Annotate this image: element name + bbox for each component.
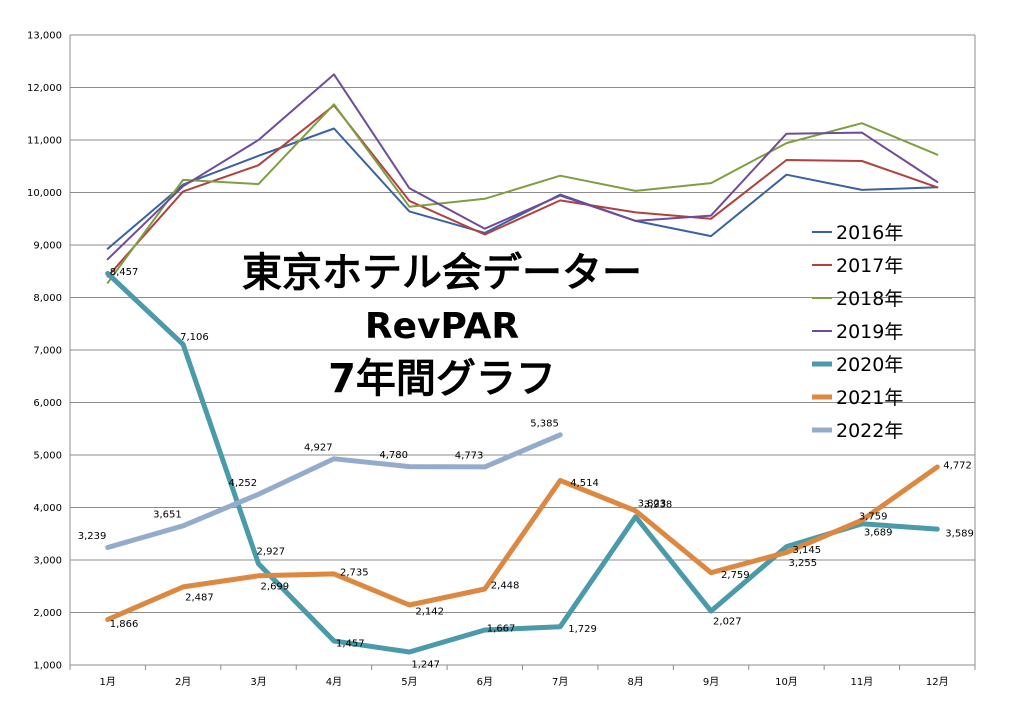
y-tick-label: 13,000 [27,31,62,42]
y-tick-label: 11,000 [27,136,62,147]
legend-label-2017年: 2017年 [836,255,903,277]
data-label-2021年: 3,145 [792,545,821,556]
data-label-2021年: 2,735 [340,567,369,578]
data-label-2022年: 4,773 [455,450,484,461]
data-label-2020年: 3,823 [638,498,667,509]
data-label-2022年: 3,651 [153,509,182,520]
gridlines [70,34,975,666]
y-tick-label: 6,000 [33,398,62,409]
data-label-2022年: 5,385 [530,418,559,429]
data-label-2022年: 3,239 [78,531,107,542]
x-tick-label: 11月 [851,676,874,688]
legend: 2016年 2017年 2018年 2019年 2020年 2021年 2022年 [812,222,903,442]
data-label-2021年: 2,142 [415,607,444,618]
data-label-2022年: 4,927 [304,442,333,453]
data-label-2022年: 4,252 [229,478,258,489]
axes: 1,000 2,000 3,000 4,000 5,000 6,000 7,000 8,000… [27,31,976,688]
data-label-2020年: 3,255 [788,558,817,569]
y-tick-label: 3,000 [33,556,62,567]
x-tick-label: 2月 [175,676,191,688]
title-line-1: 東京ホテル会データー [242,250,642,296]
legend-label-2016年: 2016年 [836,222,903,244]
x-tick-label: 9月 [703,676,719,688]
data-label-2021年: 2,448 [491,580,520,591]
y-tick-label: 9,000 [33,241,62,252]
data-label-2020年: 1,247 [411,660,440,671]
legend-label-2019年: 2019年 [836,321,903,343]
data-label-2020年: 1,729 [568,624,597,635]
legend-label-2018年: 2018年 [836,288,903,310]
data-label-2020年: 3,689 [864,527,893,538]
y-tick-label: 2,000 [33,608,62,619]
series-line-2021年 [105,464,940,622]
x-tick-label: 7月 [552,676,568,688]
y-tick-label: 12,000 [27,83,62,94]
x-tick-label: 6月 [477,676,493,688]
data-label-2020年: 8,457 [110,267,139,278]
series-line-2019年 [106,73,939,261]
x-tick-label: 8月 [627,676,643,688]
data-label-2021年: 1,866 [110,619,139,630]
data-label-2021年: 4,514 [570,478,599,489]
data-label-2022年: 4,780 [379,450,408,461]
data-labels: 8,457 7,106 2,927 1,457 1,247 1,667 1,729 3,823… [78,267,974,671]
data-label-2020年: 7,106 [180,332,209,343]
x-tick-label: 4月 [326,676,342,688]
legend-label-2021年: 2021年 [836,387,903,409]
x-tick-label: 5月 [401,676,417,688]
series-line-2017年 [106,104,939,278]
data-label-2021年: 2,759 [721,570,750,581]
y-tick-label: 1,000 [33,661,62,672]
x-tick-label: 1月 [100,676,116,688]
title-line-3: 7年間グラフ [328,356,556,402]
data-label-2021年: 3,759 [859,512,888,523]
data-label-2020年: 2,027 [713,617,742,628]
data-label-2021年: 2,487 [185,592,214,603]
chart-title: 東京ホテル会データー RevPAR 7年間グラフ [242,250,642,402]
data-label-2021年: 4,772 [943,460,972,471]
data-label-2020年: 1,667 [487,623,516,634]
series-lines [105,73,940,655]
series-line-2020年 [105,271,940,655]
y-tick-label: 8,000 [33,293,62,304]
data-label-2020年: 3,589 [945,529,974,540]
y-tick-label: 5,000 [33,451,62,462]
y-tick-label: 10,000 [27,188,62,199]
legend-label-2022年: 2022年 [836,420,903,442]
series-line-2018年 [106,103,939,284]
y-tick-label: 7,000 [33,346,62,357]
data-label-2020年: 1,457 [336,639,365,650]
x-tick-label: 3月 [250,676,266,688]
y-tick-label: 4,000 [33,503,62,514]
x-tick-label: 12月 [926,676,949,688]
title-line-2: RevPAR [365,306,519,347]
x-tick-label: 10月 [775,676,798,688]
legend-label-2020年: 2020年 [836,354,903,376]
series-line-2016年 [106,127,939,250]
data-label-2021年: 2,699 [261,581,290,592]
data-label-2021年: 3,938 [644,499,673,510]
series-line-2022年 [105,432,563,550]
data-label-2020年: 2,927 [257,546,286,557]
